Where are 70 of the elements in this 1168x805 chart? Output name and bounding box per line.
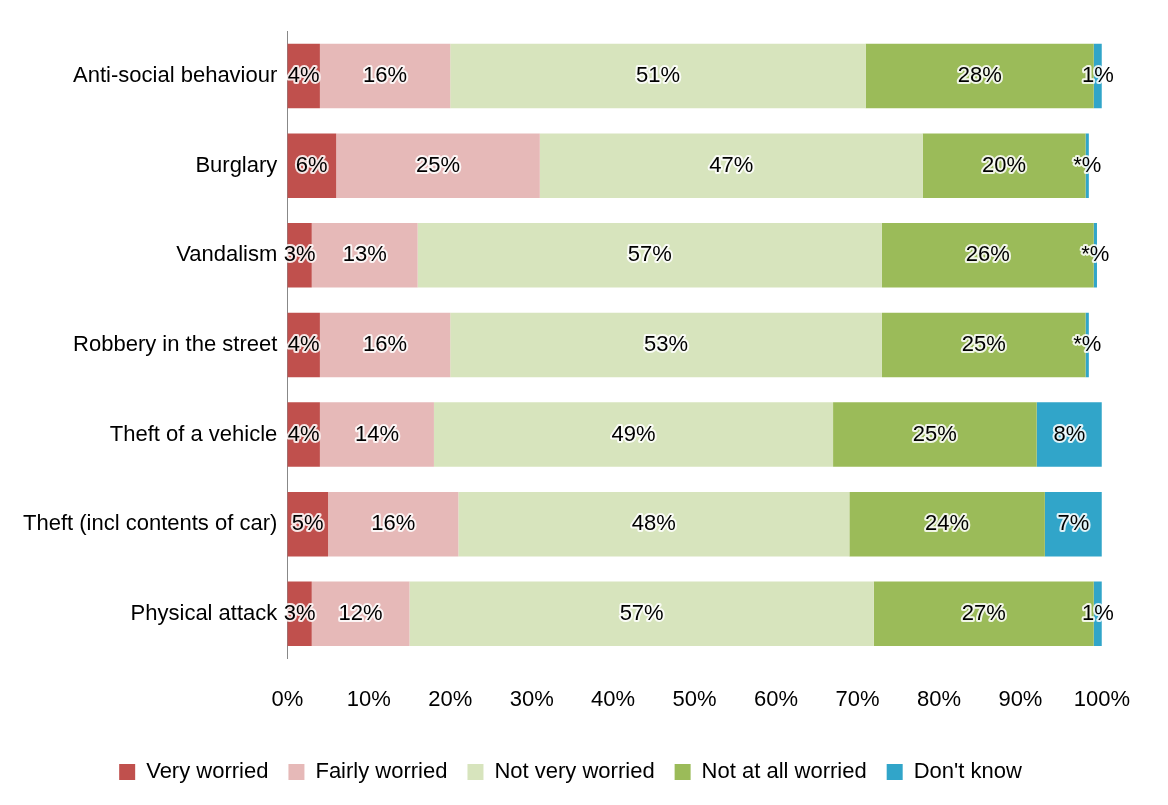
data-label: 53% [644, 330, 689, 356]
data-label: 27% [961, 599, 1006, 625]
data-label: 12% [338, 599, 383, 625]
y-tick-label: Robbery in the street [73, 330, 278, 356]
bar [417, 223, 882, 288]
x-tick-label: 40% [591, 685, 636, 711]
data-label: *% [1073, 151, 1102, 177]
data-label: 16% [363, 330, 408, 356]
bar [319, 402, 434, 467]
y-tick-label: Burglary [195, 151, 278, 177]
x-tick-label: 80% [916, 685, 961, 711]
data-label: *% [1081, 241, 1110, 267]
legend-label: Not very worried [494, 758, 655, 784]
data-label: 4% [287, 420, 320, 446]
y-tick-label: Physical attack [130, 599, 279, 625]
data-label: 24% [925, 510, 970, 536]
bar [328, 491, 459, 557]
x-tick-label: 70% [835, 685, 880, 711]
bar [450, 43, 866, 109]
bar [450, 312, 882, 378]
data-label: *% [1073, 330, 1102, 356]
x-tick-label: 60% [754, 685, 799, 711]
data-label: 16% [371, 510, 416, 536]
data-label: 57% [619, 599, 664, 625]
data-label: 26% [965, 241, 1010, 267]
data-label: 48% [631, 510, 676, 536]
bar [433, 402, 834, 467]
legend-label: Not at all worried [701, 758, 867, 784]
data-label: 51% [635, 62, 680, 88]
data-label: 49% [611, 420, 656, 446]
data-label: 4% [287, 330, 320, 356]
x-tick-label: 90% [998, 685, 1043, 711]
data-label: 47% [709, 151, 754, 177]
y-tick-label: Theft (incl contents of car) [22, 510, 278, 536]
bar [319, 43, 451, 109]
bar [539, 133, 923, 198]
x-tick-label: 20% [428, 685, 473, 711]
data-label: 4% [287, 62, 320, 88]
bar [849, 491, 1045, 557]
data-label: 25% [912, 420, 957, 446]
legend-label: Very worried [146, 758, 269, 784]
data-label: 14% [354, 420, 399, 446]
data-label: 16% [363, 62, 408, 88]
data-label: 1% [1081, 62, 1114, 88]
bar [458, 491, 850, 557]
y-tick-label: Anti-social behaviour [73, 62, 278, 88]
x-tick-label: 100% [1073, 685, 1131, 711]
data-label: 8% [1053, 420, 1086, 446]
x-tick-label: 50% [672, 685, 717, 711]
data-label: 25% [415, 151, 461, 177]
data-label: 7% [1057, 510, 1090, 536]
data-label: 5% [291, 510, 324, 536]
data-label: 13% [342, 241, 387, 267]
x-tick-label: 30% [509, 685, 554, 711]
legend-label: Don't know [913, 758, 1022, 784]
data-label: 20% [982, 151, 1027, 177]
x-tick-label: 10% [346, 685, 391, 711]
y-tick-label: Vandalism [176, 241, 278, 267]
bar [833, 402, 1037, 467]
data-label: 57% [627, 241, 672, 267]
data-label: 1% [1081, 599, 1114, 625]
legend-label: Fairly worried [315, 758, 448, 784]
data-label: 25% [961, 330, 1006, 356]
y-tick-label: Theft of a vehicle [109, 420, 278, 446]
bar [336, 133, 540, 198]
bar [409, 581, 874, 647]
bar [319, 312, 451, 378]
x-tick-label: 0% [271, 685, 304, 711]
data-label: 28% [957, 62, 1002, 88]
data-label: 6% [295, 151, 328, 177]
